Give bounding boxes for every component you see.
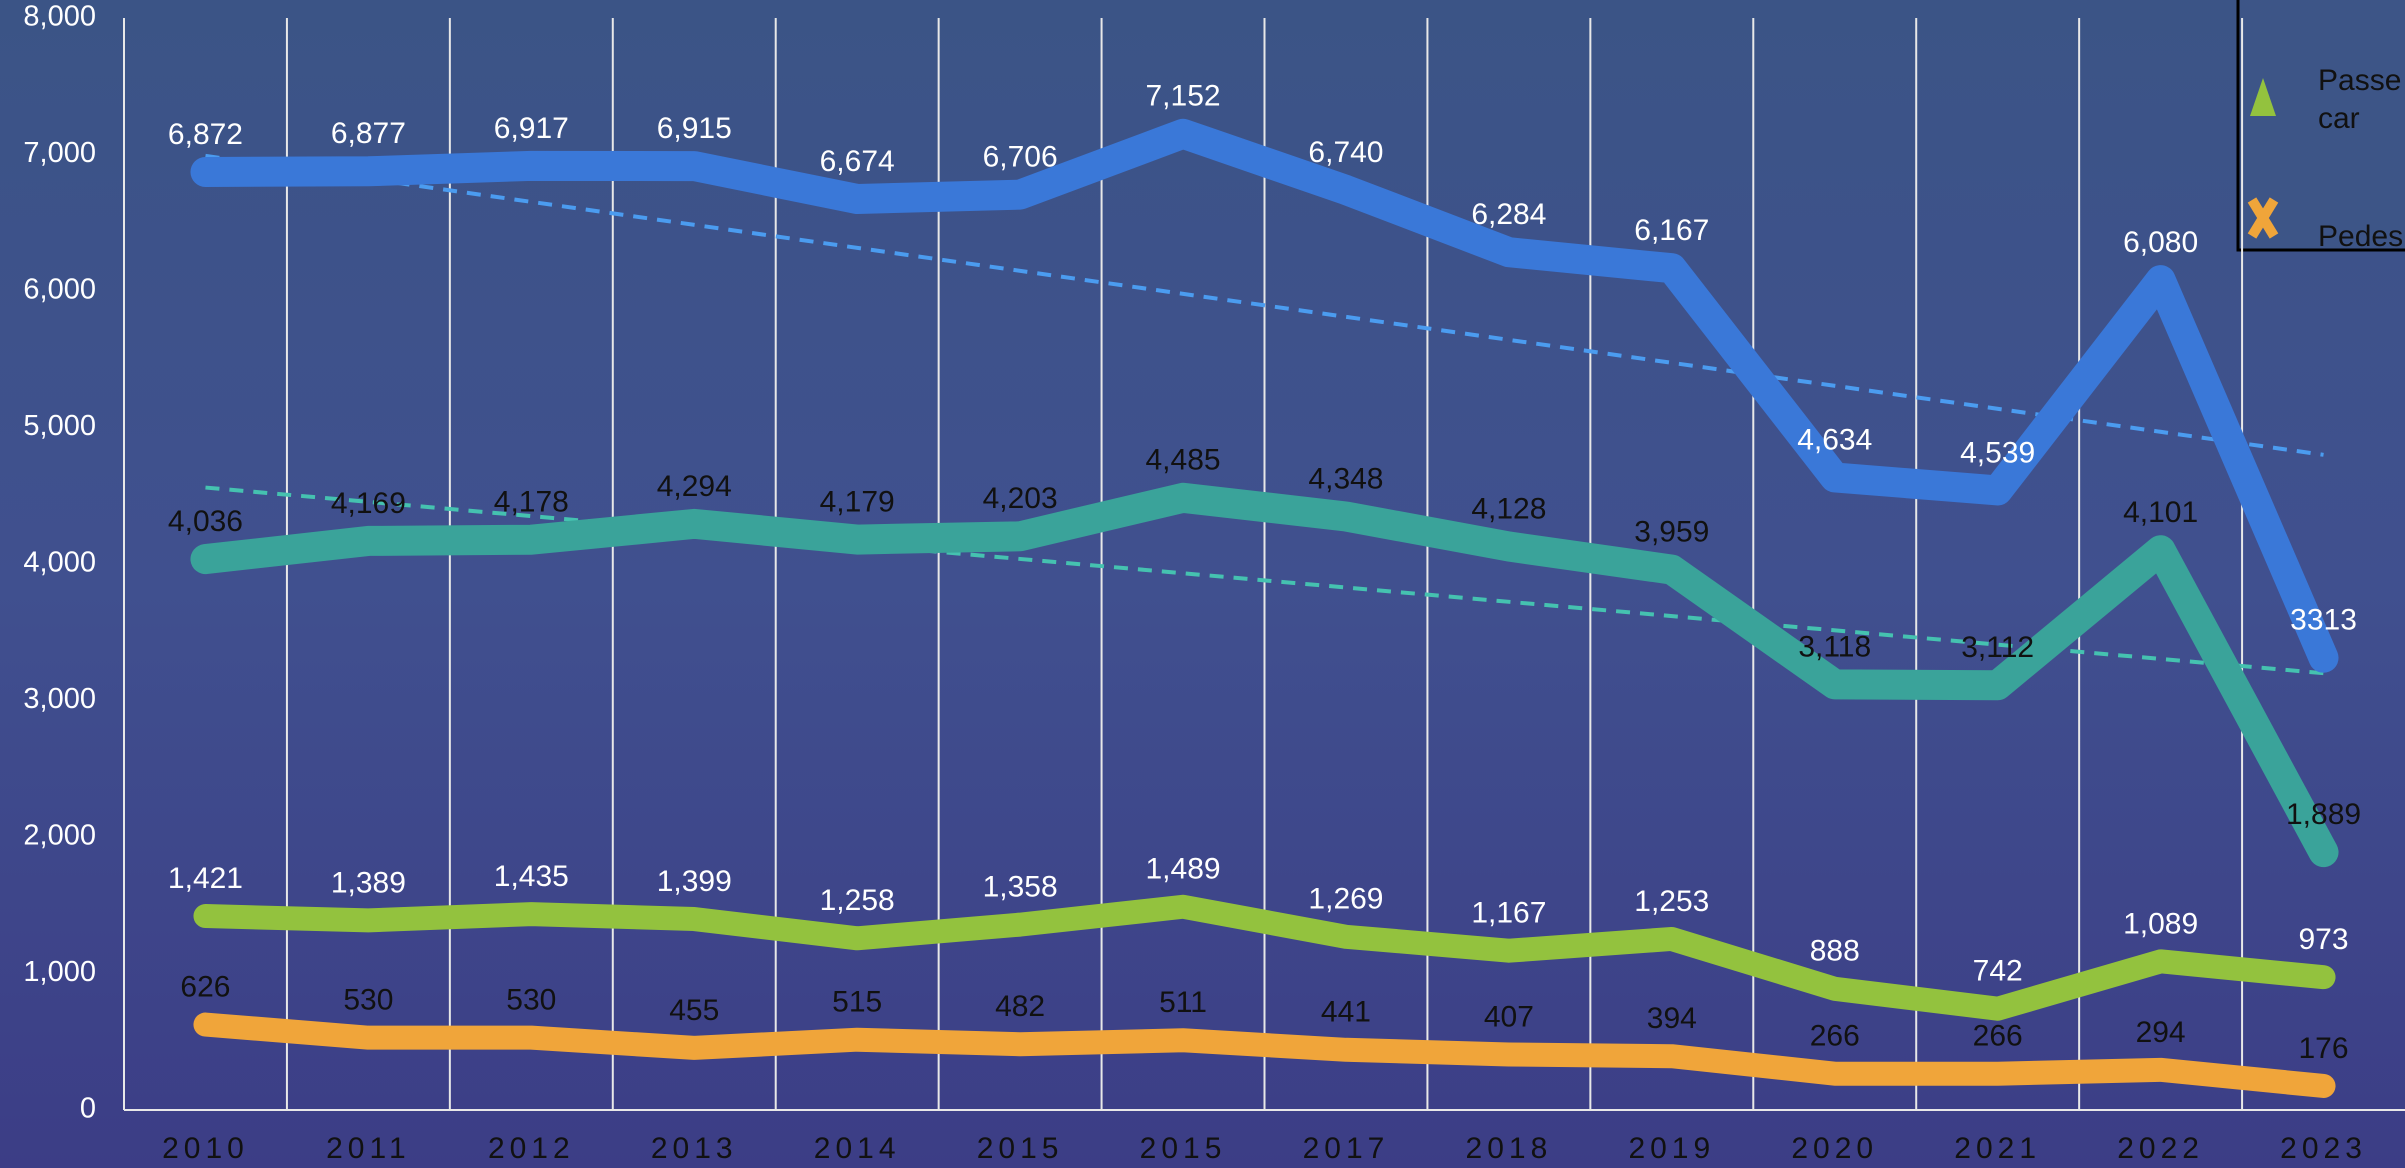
data-label: 4,101: [2123, 496, 2198, 529]
series-line: [190, 482, 2339, 868]
y-tick-label: 3,000: [23, 683, 96, 715]
data-label: 4,169: [331, 487, 406, 520]
data-label: 4,128: [1471, 492, 1546, 525]
data-label: 6,877: [331, 117, 406, 150]
x-tick-label: 2017: [1303, 1132, 1390, 1165]
x-tick-label: 2020: [1791, 1132, 1878, 1165]
data-label: 6,915: [657, 112, 732, 145]
x-tick-label: 2023: [2280, 1132, 2367, 1165]
data-label: 3313: [2290, 604, 2357, 637]
data-label: 482: [995, 990, 1045, 1023]
data-label: 1,358: [983, 871, 1058, 904]
data-label: 6,674: [820, 145, 895, 178]
data-label: 266: [1810, 1020, 1860, 1053]
data-label: 7,152: [1145, 80, 1220, 113]
x-tick-label: 2011: [326, 1132, 411, 1165]
data-label: 973: [2299, 923, 2349, 956]
x-tick-label: 2012: [488, 1132, 575, 1165]
data-label: 407: [1484, 1000, 1534, 1033]
data-label: 1,889: [2286, 798, 2361, 831]
y-tick-label: 7,000: [23, 137, 96, 169]
data-label: 1,435: [494, 860, 569, 893]
data-label: 1,258: [820, 884, 895, 917]
y-tick-label: 1,000: [23, 956, 96, 988]
legend-marker: [2247, 197, 2279, 239]
data-label: 4,203: [983, 482, 1058, 515]
y-tick-label: 2,000: [23, 820, 96, 852]
data-label: 1,489: [1145, 853, 1220, 886]
data-label: 6,917: [494, 112, 569, 145]
data-label: 1,089: [2123, 907, 2198, 940]
data-label: 515: [832, 986, 882, 1019]
data-label: 4,348: [1308, 462, 1383, 495]
data-label: 530: [506, 984, 556, 1017]
legend-marker: [2250, 78, 2276, 116]
data-label: 176: [2299, 1032, 2349, 1065]
data-label: 6,080: [2123, 226, 2198, 259]
data-label: 4,485: [1145, 444, 1220, 477]
data-label: 1,269: [1308, 883, 1383, 916]
y-tick-label: 4,000: [23, 547, 96, 579]
trendline: [205, 153, 2324, 457]
data-label: 6,284: [1471, 198, 1546, 231]
data-label: 4,634: [1797, 423, 1872, 456]
data-label: 626: [180, 970, 230, 1003]
legend-label: Passe car: [2318, 64, 2401, 135]
data-label: 6,706: [983, 141, 1058, 174]
data-label: 4,294: [657, 470, 732, 503]
data-label: 511: [1159, 986, 1207, 1019]
y-tick-label: 6,000: [23, 274, 96, 306]
data-label: 441: [1321, 996, 1371, 1029]
data-label: 530: [343, 984, 393, 1017]
x-tick-label: 2015: [1140, 1132, 1227, 1165]
data-label: 294: [2136, 1016, 2186, 1049]
data-label: 3,959: [1634, 516, 1709, 549]
data-label: 1,421: [168, 862, 243, 895]
data-label: 888: [1810, 935, 1860, 968]
data-label: 4,178: [494, 486, 569, 519]
data-label: 3,118: [1798, 630, 1871, 663]
y-tick-label: 8,000: [23, 1, 96, 33]
data-label: 4,539: [1960, 436, 2035, 469]
legend-label: Pedes: [2318, 220, 2403, 253]
data-label: 6,740: [1308, 136, 1383, 169]
trendline: [205, 485, 2324, 676]
series-line: [193, 894, 2336, 1021]
data-label: 1,399: [657, 865, 732, 898]
series-line: [193, 1012, 2336, 1098]
data-label: 6,167: [1634, 214, 1709, 247]
y-tick-label: 5,000: [23, 410, 96, 442]
data-label: 742: [1973, 955, 2023, 988]
data-label: 266: [1973, 1020, 2023, 1053]
data-label: 6,872: [168, 118, 243, 151]
data-label: 1,389: [331, 866, 406, 899]
series-line: [190, 118, 2339, 673]
x-tick-label: 2018: [1466, 1132, 1553, 1165]
x-tick-label: 2022: [2117, 1132, 2204, 1165]
x-tick-label: 2013: [651, 1132, 738, 1165]
data-label: 455: [669, 994, 719, 1027]
data-label: 1,167: [1471, 897, 1546, 930]
y-tick-label: 0: [80, 1093, 96, 1125]
x-tick-label: 2014: [814, 1132, 901, 1165]
x-tick-label: 2015: [977, 1132, 1064, 1165]
x-tick-label: 2019: [1628, 1132, 1715, 1165]
data-label: 1,253: [1634, 885, 1709, 918]
x-tick-label: 2010: [162, 1132, 249, 1165]
x-tick-label: 2021: [1954, 1132, 2041, 1165]
data-label: 4,179: [820, 485, 895, 518]
data-label: 394: [1647, 1002, 1697, 1035]
data-label: 4,036: [168, 505, 243, 538]
data-label: 3,112: [1961, 631, 2034, 664]
